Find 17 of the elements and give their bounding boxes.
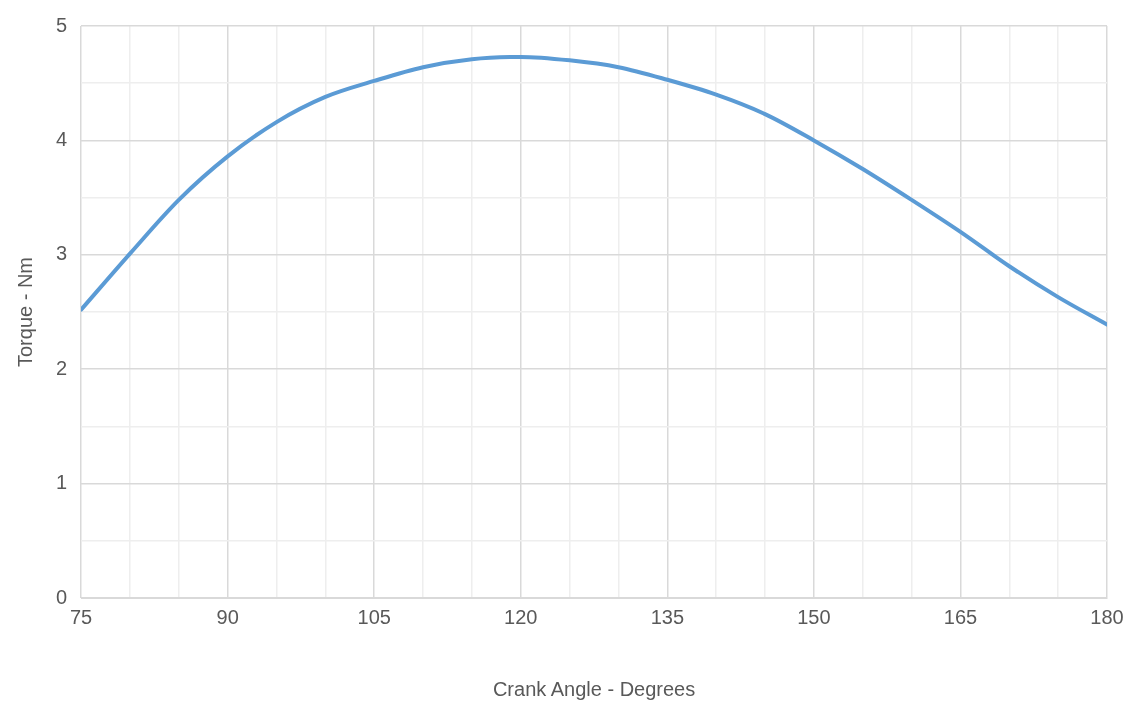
x-tick-label: 180 (1090, 605, 1124, 628)
y-tick-label: 5 (56, 13, 68, 36)
y-tick-label: 1 (56, 471, 68, 494)
line-series (81, 54, 1107, 327)
y-tick-label: 3 (56, 242, 68, 265)
x-tick-label: 150 (797, 605, 831, 628)
x-tick-label: 120 (504, 605, 538, 628)
y-tick-label: 2 (56, 356, 68, 379)
x-tick-label: 105 (357, 605, 391, 628)
x-axis-title: Crank Angle - Degrees (492, 677, 696, 700)
x-tick-label: 75 (70, 605, 93, 628)
x-tick-label: 90 (216, 605, 239, 628)
y-axis-title: Torque - Nm (13, 256, 36, 368)
x-tick-label: 165 (943, 605, 978, 628)
y-tick-label: 4 (56, 127, 68, 150)
y-tick-label: 0 (56, 585, 68, 608)
x-tick-label: 135 (650, 605, 685, 628)
